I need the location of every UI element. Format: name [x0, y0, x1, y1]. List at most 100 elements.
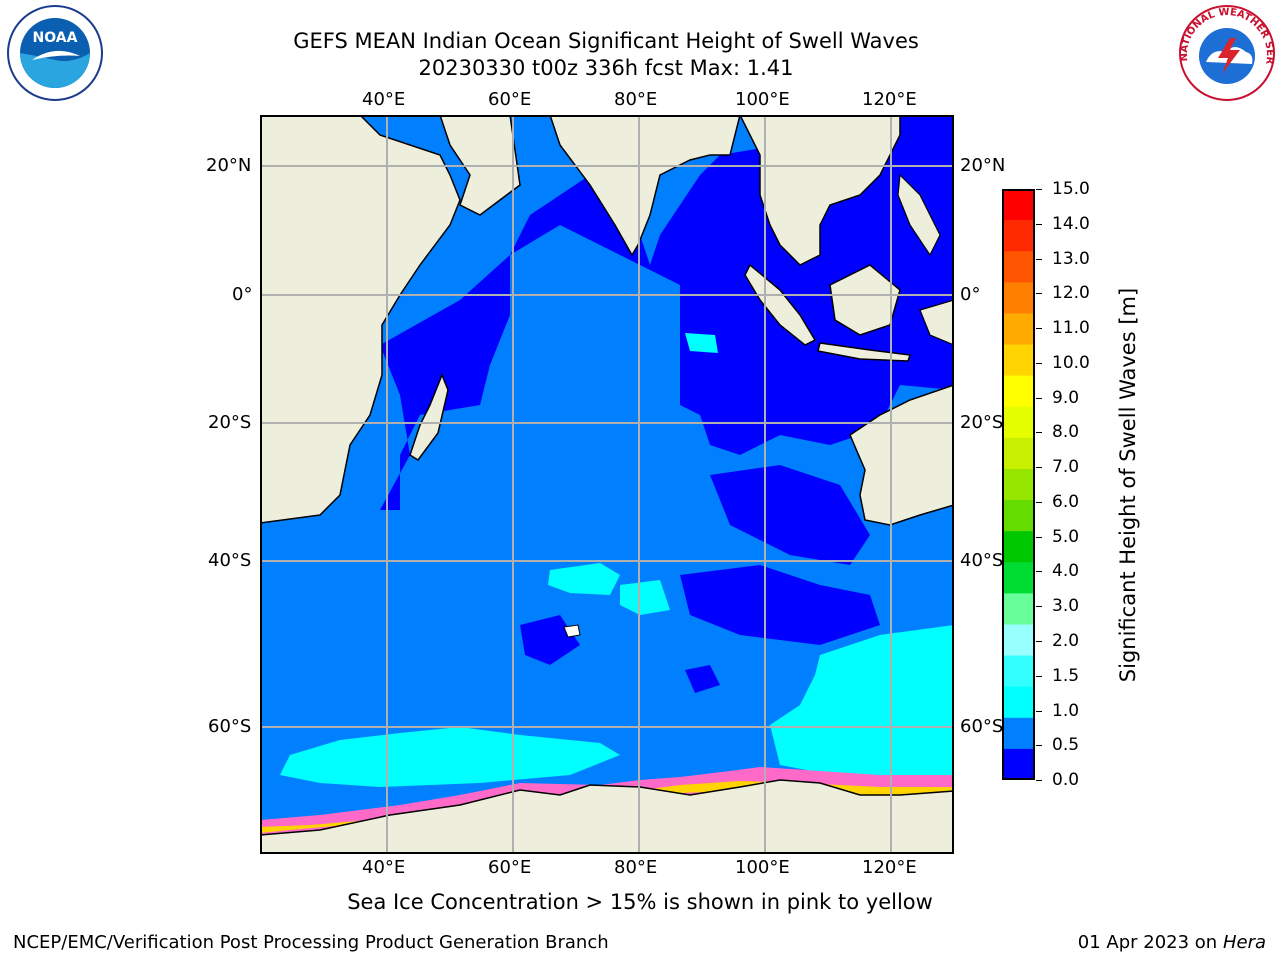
- lat-label-left-20s: 20°S: [208, 412, 252, 433]
- lon-label-bottom-60e: 60°E: [488, 857, 532, 878]
- colorbar-label-text: Significant Height of Swell Waves [m]: [1116, 287, 1140, 683]
- colorbar-tick-mark: [1036, 467, 1042, 469]
- footer-date: 01 Apr 2023 on: [1077, 932, 1223, 953]
- colorbar-band: [1002, 189, 1035, 221]
- lon-label-top-40e: 40°E: [362, 89, 406, 110]
- colorbar-tick-mark: [1036, 501, 1042, 503]
- lat-label-right-20s: 20°S: [960, 412, 1004, 433]
- cyan-patch-3: [685, 333, 718, 353]
- lon-label-top-80e: 80°E: [614, 89, 658, 110]
- lat-label-right-60s: 60°S: [960, 716, 1004, 737]
- map-svg: [260, 115, 954, 854]
- colorbar-band: [1002, 282, 1035, 314]
- colorbar-tick-label: 14.0: [1052, 213, 1090, 234]
- lat-label-right-40s: 40°S: [960, 550, 1004, 571]
- lon-label-bottom-120e: 120°E: [862, 857, 917, 878]
- colorbar-tick-mark: [1036, 432, 1042, 434]
- kerguelen: [563, 624, 581, 638]
- map-frame: [260, 115, 954, 854]
- colorbar-band: [1002, 748, 1035, 781]
- colorbar-band: [1002, 220, 1035, 252]
- lat-label-left-40s: 40°S: [208, 550, 252, 571]
- plot-title-line2: 20230330 t00z 336h fcst Max: 1.41: [418, 56, 794, 80]
- south-indian-deep-4: [685, 665, 720, 693]
- footer-left: NCEP/EMC/Verification Post Processing Pr…: [13, 932, 609, 953]
- madagascar: [409, 372, 449, 462]
- colorbar: [1002, 189, 1035, 781]
- colorbar-tick-label: 0.0: [1052, 770, 1080, 790]
- colorbar-tick-mark: [1036, 189, 1042, 190]
- noaa-logo-text: NOAA: [33, 30, 78, 46]
- colorbar-band: [1002, 593, 1035, 625]
- lat-label-right-0: 0°: [960, 284, 981, 305]
- cyan-south-west: [280, 727, 620, 787]
- colorbar-band: [1002, 624, 1035, 657]
- lon-label-top-60e: 60°E: [488, 89, 532, 110]
- philippines: [897, 173, 941, 257]
- colorbar-band: [1002, 717, 1035, 750]
- sumatra: [744, 263, 817, 346]
- colorbar-tick-mark: [1036, 293, 1042, 295]
- colorbar-tick-label: 1.0: [1052, 700, 1080, 721]
- colorbar-svg: [1002, 189, 1035, 781]
- colorbar-tick-mark: [1036, 536, 1042, 538]
- colorbar-tick-label: 6.0: [1052, 491, 1080, 512]
- cyan-patch-1: [548, 563, 620, 595]
- colorbar-tick-mark: [1036, 745, 1042, 747]
- colorbar-band: [1002, 406, 1035, 439]
- plot-title-line1: GEFS MEAN Indian Ocean Significant Heigh…: [293, 29, 919, 53]
- colorbar-tick-label: 12.0: [1052, 283, 1090, 304]
- lat-label-left-60s: 60°S: [208, 716, 252, 737]
- colorbar-band: [1002, 562, 1035, 594]
- lon-label-bottom-100e: 100°E: [735, 857, 790, 878]
- colorbar-tick-label: 7.0: [1052, 457, 1080, 478]
- colorbar-tick-mark: [1036, 640, 1042, 642]
- lon-label-bottom-80e: 80°E: [614, 857, 658, 878]
- colorbar-tick-mark: [1036, 606, 1042, 608]
- colorbar-tick-label: 8.0: [1052, 422, 1080, 443]
- colorbar-band: [1002, 468, 1035, 501]
- nws-logo: NATIONAL WEATHER SERVICE: [1174, 0, 1276, 102]
- india: [549, 115, 741, 257]
- gridlines: [260, 115, 954, 854]
- colorbar-band: [1002, 500, 1035, 532]
- lat-label-left-0: 0°: [232, 284, 253, 305]
- colorbar-tick-mark: [1036, 223, 1042, 225]
- south-indian-deep-2: [680, 565, 880, 645]
- colorbar-tick-label: 1.5: [1052, 665, 1080, 686]
- colorbar-tick-mark: [1036, 328, 1042, 330]
- sea-ice-caption: Sea Ice Concentration > 15% is shown in …: [347, 890, 933, 914]
- colorbar-tick-label: 4.0: [1052, 561, 1080, 582]
- map-border: [260, 115, 954, 854]
- indochina: [739, 115, 901, 266]
- colorbar-tick-mark: [1036, 780, 1042, 781]
- lon-label-top-100e: 100°E: [735, 89, 790, 110]
- lat-label-left-20n: 20°N: [206, 155, 252, 176]
- colorbar-band: [1002, 313, 1035, 346]
- colorbar-tick-label: 2.0: [1052, 630, 1080, 651]
- footer-host: Hera: [1222, 932, 1266, 953]
- lat-label-right-20n: 20°N: [960, 155, 1006, 176]
- africa: [260, 115, 461, 524]
- colorbar-tick-label: 5.0: [1052, 526, 1080, 547]
- colorbar-tick-mark: [1036, 710, 1042, 712]
- new-guinea: [919, 299, 954, 346]
- colorbar-tick-label: 9.0: [1052, 387, 1080, 408]
- colorbar-band: [1002, 437, 1035, 470]
- cyan-south-east: [770, 625, 954, 780]
- colorbar-tick-label: 3.0: [1052, 596, 1080, 617]
- colorbar-label: Significant Height of Swell Waves [m]: [1115, 285, 1141, 685]
- colorbar-band: [1002, 655, 1035, 688]
- cyan-patch-2: [620, 580, 670, 615]
- colorbar-tick-label: 15.0: [1052, 179, 1090, 199]
- colorbar-tick-label: 10.0: [1052, 352, 1090, 373]
- noaa-logo: NOAA: [6, 4, 104, 102]
- colorbar-band: [1002, 375, 1035, 408]
- colorbar-tick-mark: [1036, 675, 1042, 677]
- colorbar-tick-mark: [1036, 571, 1042, 573]
- colorbar-tick-label: 11.0: [1052, 318, 1090, 339]
- colorbar-tick-label: 0.5: [1052, 735, 1080, 756]
- colorbar-tick-mark: [1036, 362, 1042, 364]
- colorbar-band: [1002, 344, 1035, 377]
- footer-right: 01 Apr 2023 on Hera: [1078, 932, 1266, 953]
